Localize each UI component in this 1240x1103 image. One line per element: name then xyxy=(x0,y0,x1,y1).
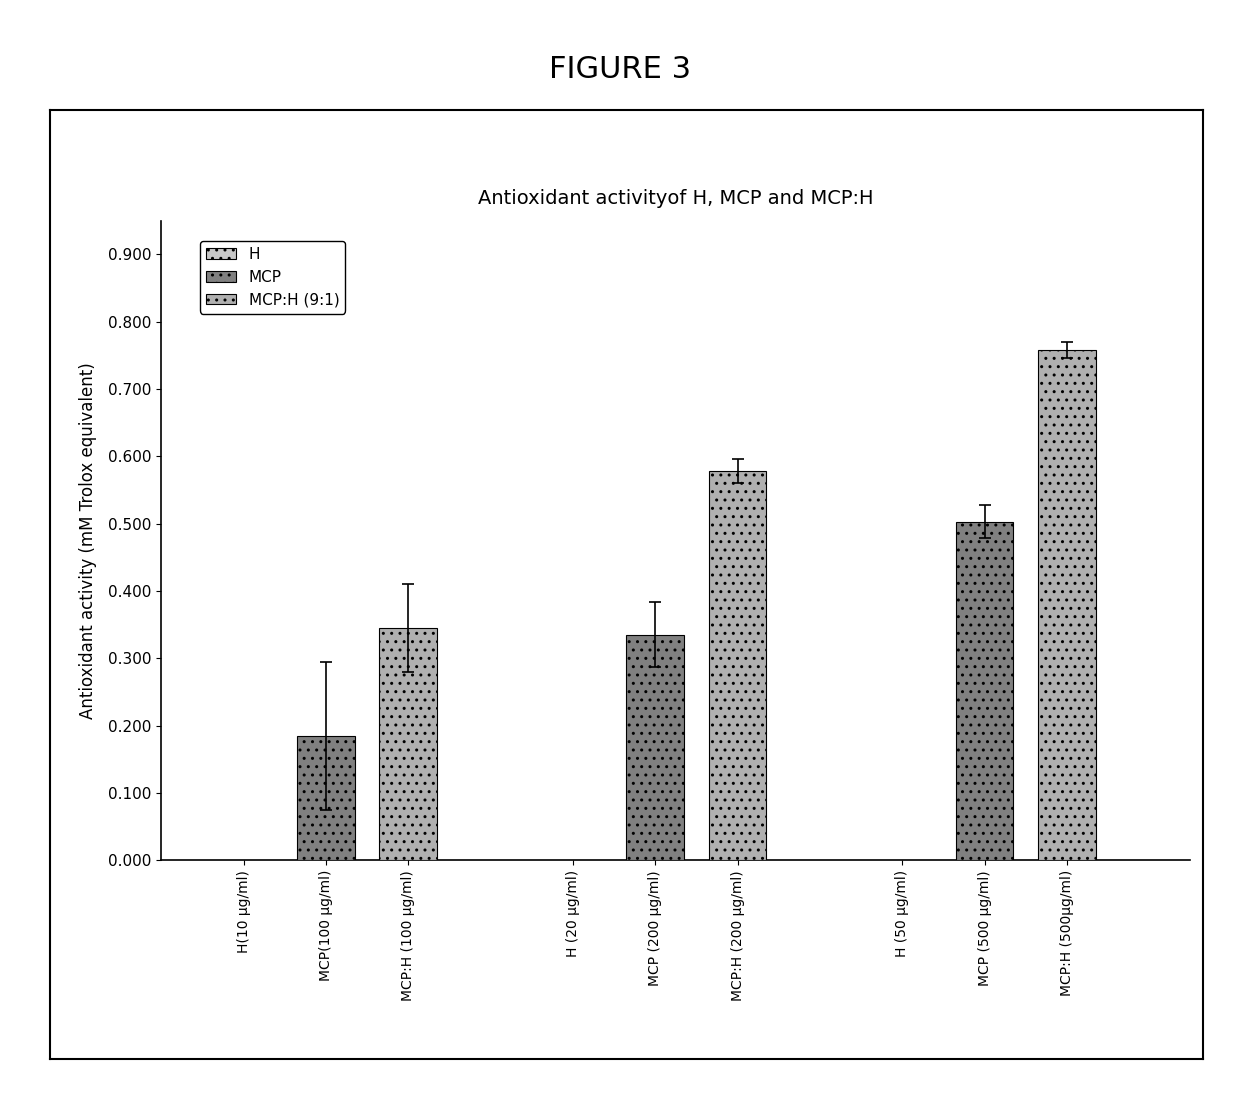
Title: Antioxidant activityof H, MCP and MCP:H: Antioxidant activityof H, MCP and MCP:H xyxy=(479,189,873,208)
Bar xyxy=(379,628,436,860)
Bar xyxy=(626,634,684,860)
Legend: H, MCP, MCP:H (9:1): H, MCP, MCP:H (9:1) xyxy=(200,242,346,313)
Bar xyxy=(298,736,355,860)
Text: FIGURE 3: FIGURE 3 xyxy=(549,55,691,84)
Bar xyxy=(956,522,1013,860)
Bar xyxy=(1038,350,1096,860)
Bar xyxy=(709,471,766,860)
Y-axis label: Antioxidant activity (mM Trolox equivalent): Antioxidant activity (mM Trolox equivale… xyxy=(79,362,97,719)
